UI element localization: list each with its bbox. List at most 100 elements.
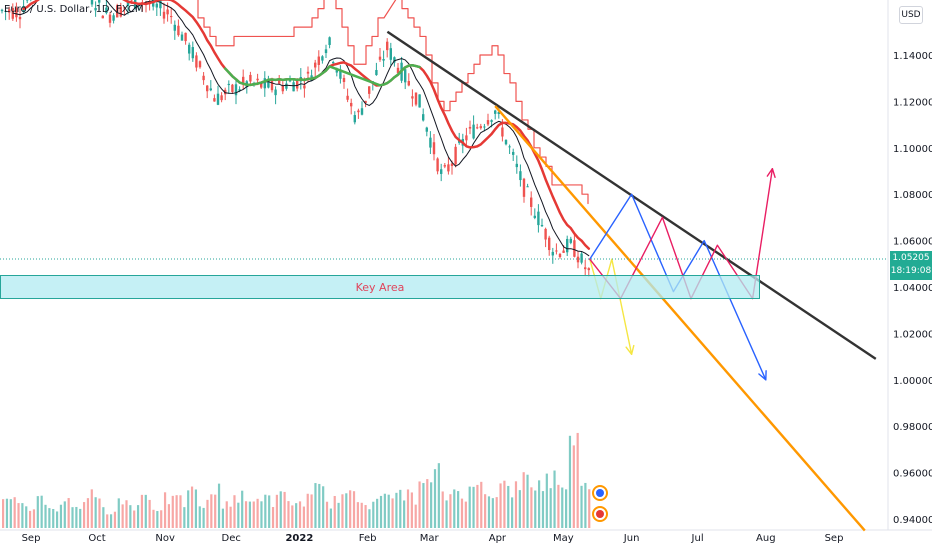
- candle-body: [306, 71, 310, 74]
- candle-body: [465, 135, 468, 141]
- candle-body: [177, 25, 180, 36]
- volume-bar: [55, 511, 59, 528]
- candle-body: [18, 16, 22, 20]
- volume-bar: [183, 507, 186, 528]
- candle-body: [288, 80, 292, 82]
- candle-body: [576, 256, 580, 263]
- x-tick-label: Aug: [756, 533, 776, 544]
- volume-bar: [472, 486, 475, 528]
- volume-bar: [109, 514, 113, 528]
- volume-bar: [376, 498, 379, 528]
- y-tick-label: 1.04000: [893, 283, 932, 294]
- candle-body: [242, 76, 245, 83]
- volume-bar: [403, 500, 406, 528]
- volume-bar: [9, 499, 12, 528]
- volume-bar: [233, 495, 236, 528]
- candle-body: [184, 32, 187, 42]
- candle-body: [339, 69, 342, 79]
- volume-bar: [63, 501, 66, 528]
- candle-body: [108, 14, 112, 23]
- volume-bar: [430, 482, 433, 528]
- volume-bar: [445, 500, 448, 528]
- volume-bar: [268, 495, 271, 528]
- candle-body: [328, 37, 331, 45]
- candle-body: [454, 146, 457, 165]
- volume-bar: [52, 508, 55, 528]
- volume-bar: [28, 510, 32, 528]
- volume-bar: [530, 487, 533, 528]
- moving-average-slow: [22, 0, 591, 250]
- y-tick-label: 1.00000: [893, 376, 932, 387]
- candle-body: [202, 75, 205, 81]
- volume-bar: [187, 490, 190, 528]
- volume-bar: [588, 489, 591, 528]
- candle-body: [206, 85, 209, 92]
- volume-bar: [25, 506, 28, 528]
- candle-body: [285, 83, 288, 89]
- volume-bar: [160, 510, 163, 528]
- candle-body: [580, 253, 583, 263]
- candle-body: [234, 84, 238, 96]
- candle-body: [324, 49, 328, 54]
- candle-body: [432, 142, 436, 155]
- candle-body: [569, 238, 572, 243]
- volume-bar: [549, 488, 552, 528]
- us-flag-icon: [596, 510, 604, 518]
- candle-body: [332, 62, 335, 64]
- candle-body: [526, 186, 529, 188]
- volume-bar: [584, 482, 587, 528]
- volume-bar: [333, 495, 336, 528]
- candle-body: [468, 126, 472, 129]
- last-price-tag: 1.05205 18:19:08: [890, 251, 932, 280]
- volume-bar: [221, 508, 225, 528]
- y-tick-label: 1.06000: [893, 237, 932, 248]
- moving-average-slow-bullish: [223, 63, 421, 87]
- candle-body: [533, 215, 536, 218]
- volume-bar: [225, 501, 228, 528]
- volume-bar: [484, 494, 487, 528]
- volume-bar: [94, 497, 97, 528]
- candle-body: [530, 197, 533, 207]
- candle-body: [389, 48, 392, 60]
- candle-body: [335, 68, 338, 73]
- candle-body: [270, 80, 274, 91]
- volume-bar: [194, 489, 198, 528]
- y-tick-label: 0.96000: [893, 469, 932, 480]
- volume-bar: [295, 503, 298, 528]
- candle-body: [188, 44, 191, 54]
- volume-bar: [287, 501, 290, 528]
- candle-body: [8, 9, 11, 13]
- candle-body: [357, 110, 360, 113]
- scenario-magenta-arrowhead: [766, 167, 776, 178]
- candle-body: [364, 100, 367, 103]
- eu-flag-icon: [596, 489, 604, 497]
- volume-bar: [125, 500, 128, 528]
- volume-bar: [441, 491, 444, 528]
- volume-bar: [379, 495, 383, 528]
- volume-bar: [271, 507, 275, 528]
- candle-body: [220, 95, 223, 101]
- volume-bar: [40, 495, 43, 528]
- candle-body: [476, 127, 479, 129]
- currency-badge[interactable]: USD: [899, 6, 923, 24]
- candle-body: [404, 69, 407, 83]
- candle-body: [213, 98, 216, 102]
- candle-body: [584, 267, 587, 270]
- candle-body: [515, 163, 518, 168]
- volume-bar: [414, 504, 417, 528]
- volume-bar: [460, 498, 464, 528]
- y-tick-label: 1.12000: [893, 97, 932, 108]
- y-tick-label: 1.14000: [893, 51, 932, 62]
- candle-body: [216, 93, 220, 105]
- volume-bar: [468, 486, 471, 528]
- candle-body: [393, 57, 396, 63]
- volume-bar: [356, 502, 359, 528]
- volume-bar: [457, 491, 460, 528]
- candle-body: [548, 237, 551, 251]
- volume-bar: [495, 497, 498, 528]
- candle-body: [227, 83, 230, 86]
- candle-body: [198, 61, 202, 68]
- y-tick-label: 0.94000: [893, 515, 932, 526]
- volume-bar: [418, 481, 421, 528]
